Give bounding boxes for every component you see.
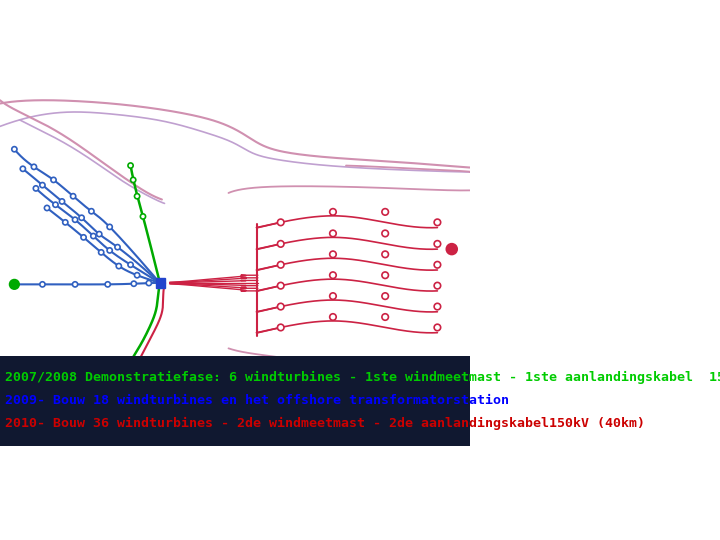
Circle shape (40, 282, 45, 287)
Circle shape (91, 233, 96, 239)
Circle shape (89, 208, 94, 214)
Circle shape (20, 166, 25, 171)
Circle shape (73, 217, 78, 222)
Circle shape (330, 314, 336, 320)
Circle shape (135, 273, 140, 278)
Circle shape (140, 214, 145, 219)
Circle shape (434, 261, 441, 268)
Circle shape (277, 261, 284, 268)
Circle shape (330, 272, 336, 279)
Circle shape (105, 282, 110, 287)
Circle shape (107, 248, 112, 253)
Text: 2007/2008 Demonstratiefase: 6 windturbines - 1ste windmeetmast - 1ste aanlanding: 2007/2008 Demonstratiefase: 6 windturbin… (5, 370, 720, 383)
Circle shape (277, 282, 284, 289)
Circle shape (146, 280, 151, 286)
Circle shape (107, 224, 112, 230)
Circle shape (434, 303, 441, 310)
Text: 2009- Bouw 18 windturbines en het offshore transformatorstation: 2009- Bouw 18 windturbines en het offsho… (5, 394, 509, 407)
Text: 2010- Bouw 36 windturbines - 2de windmeetmast - 2de aanlandingskabel150kV (40km): 2010- Bouw 36 windturbines - 2de windmee… (5, 417, 645, 430)
Circle shape (130, 177, 136, 183)
Circle shape (116, 264, 122, 269)
Circle shape (330, 293, 336, 299)
FancyBboxPatch shape (156, 279, 164, 288)
Circle shape (128, 262, 133, 267)
Circle shape (79, 215, 84, 220)
Circle shape (434, 219, 441, 226)
Circle shape (330, 208, 336, 215)
Circle shape (382, 230, 388, 237)
Circle shape (53, 202, 58, 207)
Circle shape (382, 272, 388, 279)
Circle shape (135, 194, 140, 199)
Circle shape (99, 250, 104, 255)
Circle shape (277, 324, 284, 330)
Circle shape (73, 282, 78, 287)
Circle shape (40, 183, 45, 188)
Circle shape (277, 241, 284, 247)
Circle shape (382, 208, 388, 215)
Circle shape (96, 232, 102, 237)
Circle shape (12, 282, 17, 287)
Circle shape (434, 282, 441, 289)
Circle shape (32, 164, 37, 170)
Circle shape (33, 186, 38, 191)
Circle shape (81, 235, 86, 240)
Circle shape (10, 280, 19, 289)
Circle shape (382, 314, 388, 320)
Circle shape (382, 251, 388, 258)
Circle shape (115, 245, 120, 250)
Circle shape (12, 147, 17, 152)
Circle shape (131, 281, 137, 286)
Bar (0, 356, 470, 446)
Circle shape (277, 219, 284, 226)
Circle shape (434, 324, 441, 330)
Circle shape (60, 199, 65, 204)
Circle shape (277, 303, 284, 310)
Circle shape (434, 241, 441, 247)
Circle shape (71, 194, 76, 199)
Circle shape (446, 244, 457, 254)
Circle shape (63, 220, 68, 225)
Circle shape (45, 205, 50, 211)
Circle shape (330, 251, 336, 258)
Circle shape (382, 293, 388, 299)
Circle shape (330, 230, 336, 237)
Circle shape (128, 163, 133, 168)
Circle shape (51, 177, 56, 183)
